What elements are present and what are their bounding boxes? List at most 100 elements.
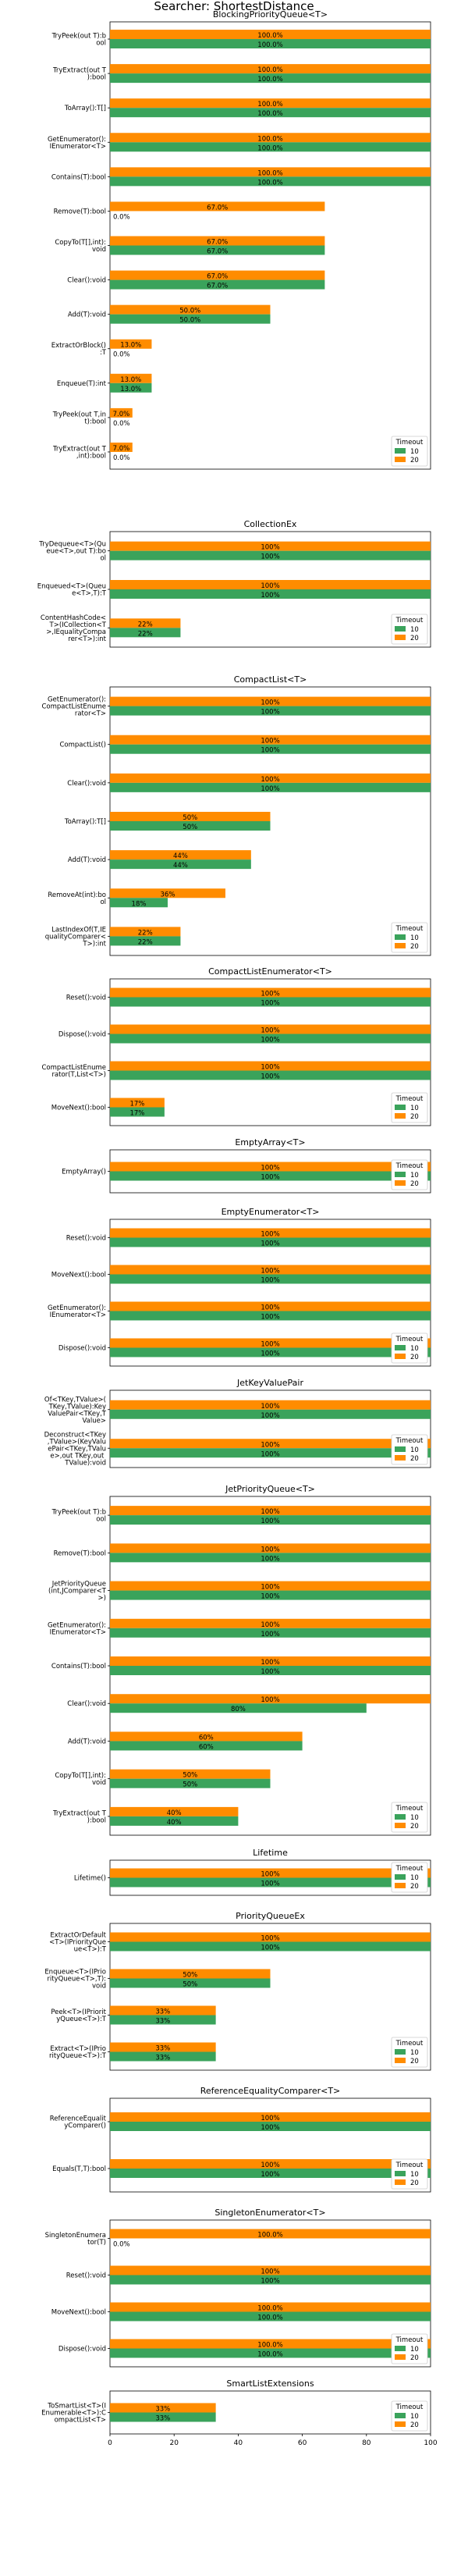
bar-20 [110, 1228, 431, 1238]
data-label: 50% [183, 1972, 197, 1980]
bar-20 [110, 373, 152, 383]
bar-20 [110, 1543, 431, 1553]
category-label: EmptyArray() [62, 1169, 106, 1176]
bar-10 [110, 39, 431, 49]
chart-title: CompactListEnumerator<T> [208, 966, 332, 977]
bar-10 [110, 1941, 431, 1952]
data-label: 100% [261, 1621, 279, 1629]
category-label: ToArray():T[] [64, 818, 106, 826]
data-label: 13.0% [120, 342, 141, 350]
chart-title: CollectionEx [244, 519, 297, 529]
data-label: 33% [155, 2406, 170, 2414]
data-label: 40% [167, 1809, 182, 1817]
bar-20 [110, 1098, 165, 1108]
data-label: 33% [155, 2055, 170, 2062]
data-label: 100% [261, 1555, 279, 1563]
bar-20 [110, 2229, 431, 2239]
data-label: 100% [261, 2268, 279, 2276]
bar-10 [110, 997, 431, 1007]
data-label: 67.0% [207, 283, 228, 290]
data-label: 33% [155, 2045, 170, 2053]
category-label: Dispose():void [58, 1345, 106, 1353]
data-label: 100% [261, 2278, 279, 2286]
legend-label-20: 20 [410, 1823, 419, 1831]
legend-label-10: 10 [410, 448, 419, 456]
data-label: 50% [183, 1772, 197, 1780]
data-label: 100% [261, 1000, 279, 1008]
category-label: Enqueue<T>(IPrio rityQueue<T>,T): void [44, 1969, 106, 1991]
category-label: Dispose():void [58, 2346, 106, 2354]
data-label: 0.0% [113, 351, 130, 359]
bar-10 [110, 1107, 165, 1117]
bar-10 [110, 73, 431, 84]
bar-10 [110, 821, 271, 831]
category-label: LastIndexOf(T,IE qualityComparer< T>):int [45, 926, 107, 948]
data-label: 100% [261, 1412, 279, 1420]
legend-label-20: 20 [410, 1180, 419, 1188]
bar-20 [110, 888, 225, 898]
chart-title: JetPriorityQueue<T> [225, 1484, 315, 1494]
data-label: 40% [167, 1819, 182, 1827]
category-label: Clear():void [67, 1700, 106, 1708]
data-label: 100% [261, 1037, 279, 1044]
bar-10 [110, 1237, 431, 1247]
data-label: 100% [261, 699, 279, 707]
data-label: 33% [155, 2018, 170, 2026]
category-label: Reset():void [66, 994, 106, 1002]
legend-title: Timeout [395, 2403, 424, 2411]
category-label: Contains(T):bool [51, 173, 106, 181]
bar-20 [110, 618, 181, 628]
plot-frame [109, 1923, 431, 2071]
legend-swatch-20 [395, 1180, 406, 1186]
data-label: 100% [261, 776, 279, 784]
bar-10 [110, 1034, 431, 1044]
legend-title: Timeout [395, 1162, 424, 1170]
data-label: 100.0% [257, 169, 282, 177]
bar-10 [110, 1515, 431, 1525]
data-label: 100% [261, 1064, 279, 1072]
bar-20 [110, 850, 251, 860]
data-label: 67.0% [207, 248, 228, 256]
legend-label-10: 10 [410, 2171, 419, 2179]
legend-title: Timeout [395, 1095, 424, 1103]
bar-20 [110, 1400, 431, 1410]
data-label: 100% [261, 1341, 279, 1349]
legend-label-10: 10 [410, 2049, 419, 2057]
legend-swatch-20 [395, 635, 406, 640]
data-label: 100% [261, 1165, 279, 1172]
data-label: 100.0% [257, 110, 282, 118]
bar-10 [110, 314, 271, 324]
plot-frame [109, 2219, 431, 2368]
bar-10 [110, 1448, 431, 1458]
bar-10 [110, 1666, 431, 1675]
bar-20 [110, 1061, 431, 1071]
bar-20 [110, 987, 431, 998]
category-label: Remove(T):bool [54, 1550, 106, 1557]
legend-swatch-20 [395, 1354, 406, 1359]
bar-20 [110, 133, 431, 143]
bar-10 [110, 245, 325, 255]
legend-title: Timeout [395, 925, 424, 933]
data-label: 100.0% [257, 135, 282, 143]
bar-20 [110, 580, 431, 589]
chart-title: ReferenceEqualityComparer<T> [200, 2086, 341, 2096]
category-label: CompactList() [59, 742, 106, 749]
bar-10 [110, 1274, 431, 1284]
category-label: TryDequeue<T>(Qu eue<T>,out T):bo ol [38, 541, 106, 563]
legend-label-10: 10 [410, 1446, 419, 1454]
legend-label-20: 20 [410, 2421, 419, 2429]
data-label: 7.0% [113, 445, 130, 453]
data-label: 100% [261, 1314, 279, 1322]
data-label: 100% [261, 1871, 279, 1879]
plot-frame [109, 978, 431, 1126]
data-label: 100% [261, 1659, 279, 1667]
data-label: 100% [261, 747, 279, 755]
bar-20 [110, 2403, 216, 2413]
data-label: 100.0% [257, 41, 282, 49]
chart-title: SingletonEnumerator<T> [214, 2208, 325, 2218]
bar-10 [110, 744, 431, 754]
legend-swatch-10 [395, 2413, 406, 2418]
category-label: RemoveAt(int):bo ol [48, 891, 106, 906]
category-label: Remove(T):bool [54, 208, 106, 215]
category-label: Reset():void [66, 1235, 106, 1243]
